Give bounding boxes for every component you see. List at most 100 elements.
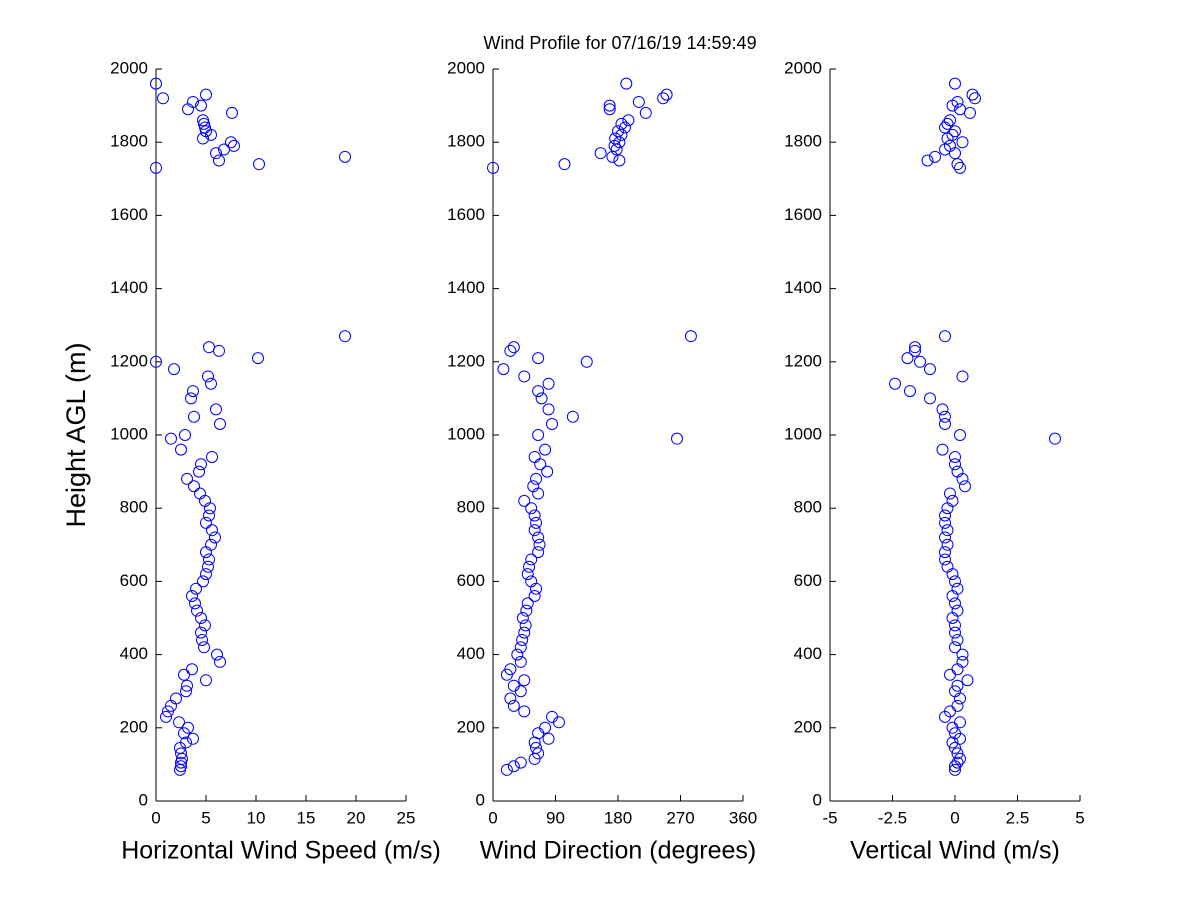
x-tick-label: -2.5 — [878, 808, 907, 827]
data-point — [188, 410, 200, 423]
data-point — [203, 341, 215, 354]
data-point — [924, 363, 936, 376]
data-point — [504, 344, 517, 357]
data-point — [956, 136, 969, 149]
data-point — [949, 575, 961, 588]
data-point — [956, 655, 969, 668]
data-point — [542, 377, 555, 390]
data-point — [197, 575, 209, 588]
data-point — [511, 648, 524, 661]
data-point — [193, 465, 205, 478]
data-point — [175, 443, 187, 456]
data-point — [535, 392, 548, 405]
y-tick-label: 1000 — [784, 424, 822, 443]
data-point — [150, 77, 162, 90]
data-point — [542, 732, 555, 745]
y-tick-label: 1400 — [784, 278, 822, 297]
data-point — [195, 458, 207, 471]
x-tick-label: 10 — [247, 808, 266, 827]
y-tick-label: 2000 — [784, 58, 822, 77]
data-point — [594, 147, 607, 160]
x-tick-label: 25 — [397, 808, 416, 827]
data-point — [525, 553, 538, 566]
y-tick-label: 2000 — [447, 58, 485, 77]
x-tick-label: 0 — [151, 808, 160, 827]
data-point — [504, 692, 517, 705]
data-point — [252, 352, 264, 365]
y-tick-label: 1200 — [110, 351, 148, 370]
data-point — [539, 443, 552, 456]
data-point — [530, 741, 543, 754]
y-tick-label: 600 — [457, 571, 485, 590]
data-point — [949, 641, 961, 654]
data-point — [180, 736, 192, 749]
data-point — [954, 716, 966, 729]
data-point — [518, 674, 531, 687]
data-point — [951, 699, 964, 712]
data-point — [497, 363, 510, 376]
data-point — [949, 458, 961, 471]
data-point — [516, 633, 529, 646]
data-point — [949, 619, 961, 632]
data-point — [944, 487, 956, 500]
data-point — [197, 114, 209, 127]
data-point — [507, 760, 520, 773]
data-point — [525, 575, 538, 588]
data-point — [532, 747, 545, 760]
data-point — [521, 568, 534, 581]
y-tick-label: 600 — [794, 571, 822, 590]
data-point — [194, 487, 206, 500]
data-point — [514, 641, 527, 654]
data-point — [541, 465, 554, 478]
data-point — [904, 385, 916, 398]
data-point — [533, 538, 546, 551]
data-point — [966, 88, 979, 101]
data-point — [939, 553, 951, 566]
data-point — [187, 385, 199, 398]
x-tick-label: 2.5 — [1006, 808, 1030, 827]
data-point — [939, 509, 951, 522]
data-point — [1049, 432, 1061, 445]
data-point — [924, 392, 936, 405]
y-tick-label: 0 — [813, 790, 822, 809]
data-point — [954, 752, 966, 765]
y-tick-label: 1000 — [110, 424, 148, 443]
data-point — [175, 747, 187, 760]
data-point — [518, 370, 531, 383]
x-tick-label: 15 — [297, 808, 316, 827]
data-point — [210, 147, 222, 160]
data-point — [202, 370, 214, 383]
y-tick-label: 1400 — [447, 278, 485, 297]
data-point — [189, 597, 201, 610]
data-point — [969, 92, 981, 105]
data-point — [150, 161, 162, 174]
data-point — [507, 341, 520, 354]
data-point — [558, 158, 571, 171]
data-point — [949, 626, 961, 639]
data-point — [181, 679, 193, 692]
data-point — [213, 154, 225, 167]
data-point — [519, 619, 532, 632]
data-point — [954, 429, 966, 441]
data-point — [168, 363, 180, 376]
data-point — [182, 721, 194, 734]
data-point — [613, 154, 626, 167]
data-point — [909, 341, 921, 354]
data-point — [954, 161, 966, 174]
y-tick-label: 1400 — [110, 278, 148, 297]
data-point — [542, 403, 555, 416]
data-point — [901, 352, 914, 365]
data-point — [949, 741, 961, 754]
data-point — [951, 604, 964, 617]
data-point — [200, 516, 212, 529]
data-point — [618, 121, 631, 134]
data-point — [179, 429, 191, 441]
data-point — [684, 330, 697, 343]
data-point — [507, 699, 520, 712]
y-tick-label: 1600 — [784, 205, 822, 224]
data-point — [185, 392, 197, 405]
data-point — [226, 106, 238, 119]
data-point — [178, 668, 190, 681]
data-point — [914, 355, 926, 368]
data-point — [949, 450, 961, 463]
